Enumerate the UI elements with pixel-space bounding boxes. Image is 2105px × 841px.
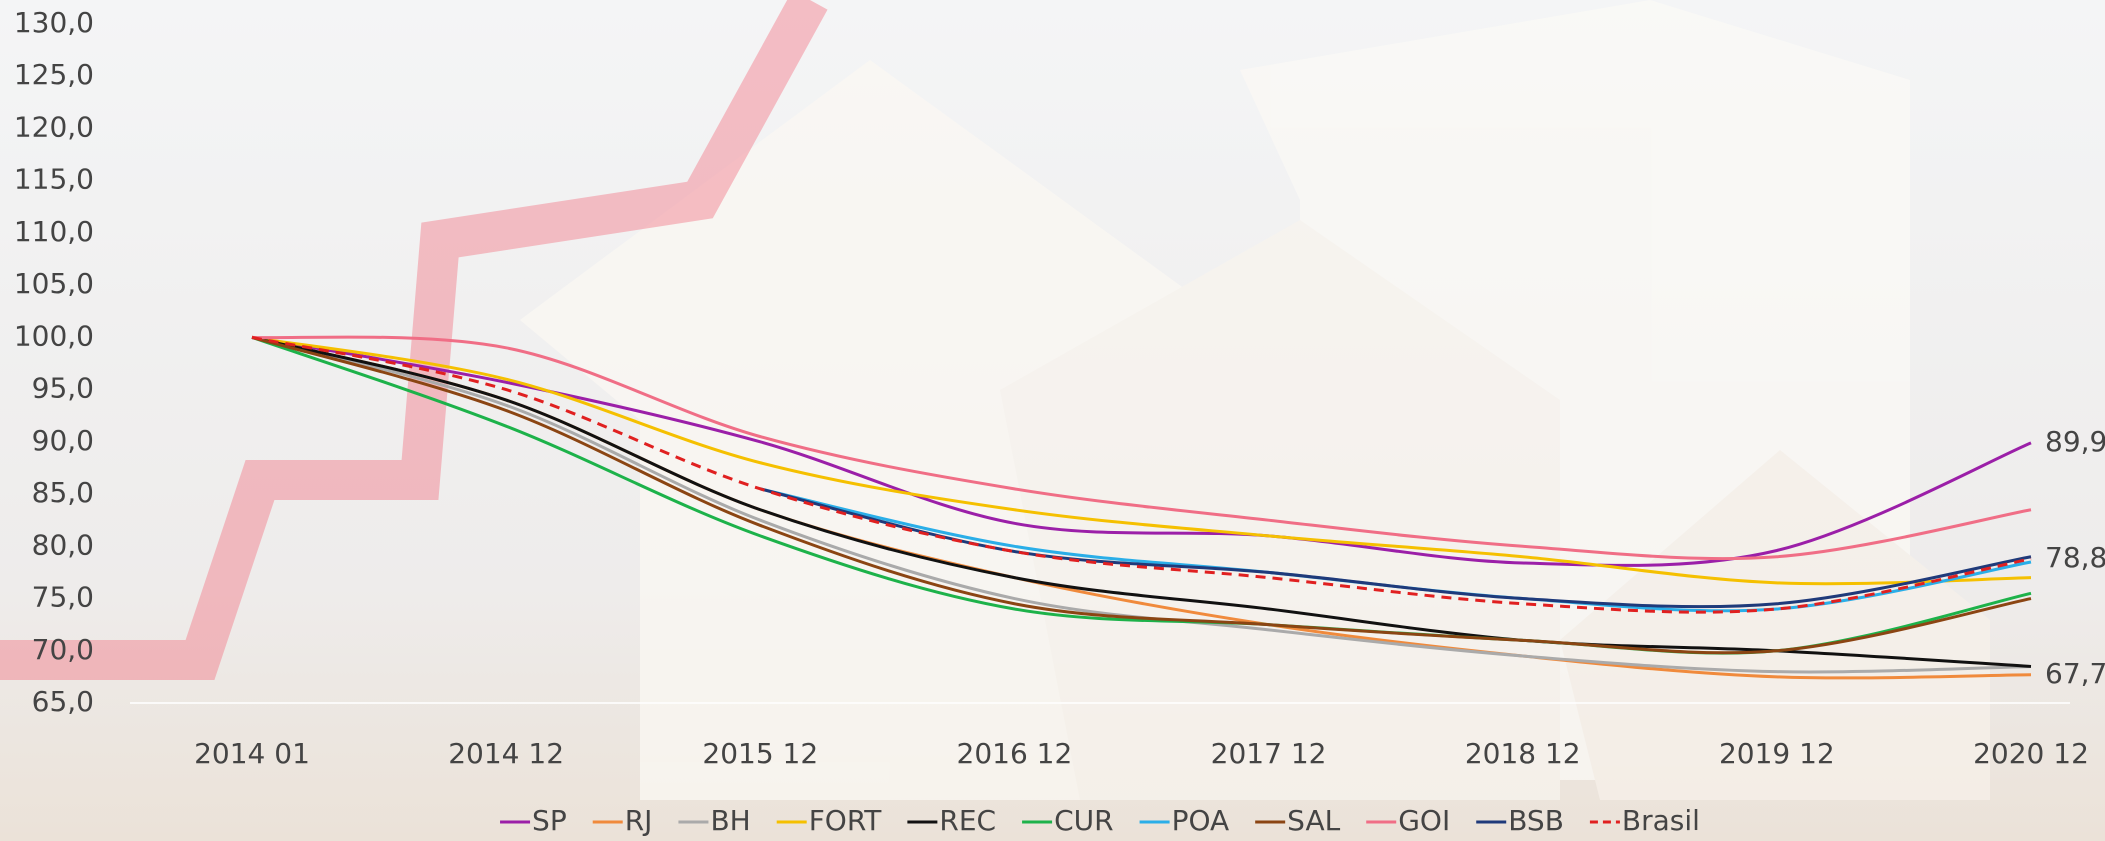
- legend-label: Brasil: [1622, 804, 1700, 837]
- legend-item: FORT: [776, 804, 883, 837]
- legend-label: BSB: [1508, 804, 1564, 837]
- legend: SP RJ BH FORT REC CUR POA SAL GOI BSB Brasil: [500, 804, 1700, 837]
- y-tick-label: 85,0: [32, 476, 94, 509]
- legend-label: REC: [939, 804, 996, 837]
- legend-label: GOI: [1398, 804, 1450, 837]
- series-line: [251, 335, 2032, 561]
- legend-item: CUR: [1022, 804, 1114, 837]
- y-tick-label: 95,0: [32, 372, 94, 405]
- legend-item: SAL: [1255, 804, 1341, 837]
- data-label: 89,9: [2045, 425, 2105, 458]
- y-tick-label: 115,0: [14, 163, 94, 196]
- legend-label: FORT: [809, 804, 883, 837]
- legend-label: BH: [710, 804, 750, 837]
- legend-item: POA: [1139, 804, 1230, 837]
- legend-label: POA: [1172, 804, 1230, 837]
- data-label: 78,8: [2045, 541, 2105, 574]
- legend-label: SP: [532, 804, 567, 837]
- legend-label: RJ: [625, 804, 653, 837]
- y-tick-label: 120,0: [14, 110, 94, 143]
- legend-label: CUR: [1054, 804, 1114, 837]
- legend-item: Brasil: [1589, 804, 1700, 837]
- x-tick-label: 2020 12: [1973, 737, 2089, 770]
- legend-item: REC: [907, 804, 996, 837]
- x-tick-label: 2015 12: [702, 737, 818, 770]
- legend-item: BH: [678, 804, 751, 837]
- series-line: [251, 335, 2032, 614]
- legend-item: GOI: [1366, 804, 1450, 837]
- y-tick-label: 90,0: [32, 424, 94, 457]
- series-line: [251, 335, 2032, 655]
- x-tick-label: 2014 12: [448, 737, 564, 770]
- legend-label: SAL: [1287, 804, 1340, 837]
- x-tick-label: 2017 12: [1211, 737, 1327, 770]
- series-line: [251, 335, 2032, 668]
- legend-item: BSB: [1476, 804, 1564, 837]
- x-tick-label: 2018 12: [1465, 737, 1581, 770]
- x-tick-label: 2019 12: [1719, 737, 1835, 770]
- y-tick-label: 105,0: [14, 267, 94, 300]
- legend-item: RJ: [592, 804, 653, 837]
- y-tick-label: 65,0: [32, 685, 94, 718]
- series-line: [251, 335, 2032, 674]
- y-tick-label: 130,0: [14, 6, 94, 39]
- y-tick-label: 75,0: [32, 581, 94, 614]
- y-tick-label: 70,0: [32, 633, 94, 666]
- data-label: 67,7: [2045, 657, 2105, 690]
- x-tick-label: 2014 01: [194, 737, 310, 770]
- y-tick-label: 110,0: [14, 215, 94, 248]
- y-tick-label: 125,0: [14, 58, 94, 91]
- background-photo: [0, 0, 1990, 800]
- y-tick-label: 80,0: [32, 528, 94, 561]
- y-tick-label: 100,0: [14, 319, 94, 352]
- x-tick-label: 2016 12: [957, 737, 1073, 770]
- legend-item: SP: [500, 804, 567, 837]
- series-line: [251, 335, 2032, 586]
